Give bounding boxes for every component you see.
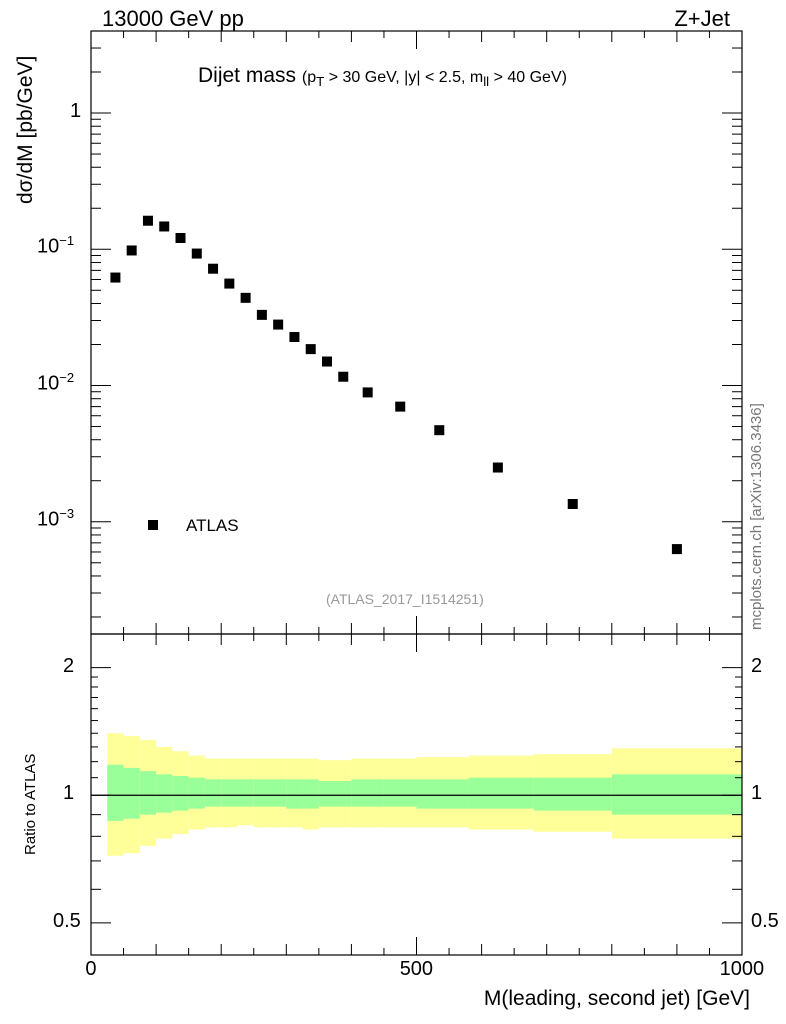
data-point [434,425,445,436]
main-frame [90,30,743,635]
data-point [175,232,186,243]
band-inner [253,779,271,807]
data-point [395,401,406,412]
band-inner [123,767,140,819]
data-point [191,248,202,259]
y-tick-label-main: 10−3 [37,506,74,532]
data-point [240,292,251,303]
y-tick-label-main: 1 [70,100,82,123]
x-tick-label: 0 [85,958,97,980]
band-inner [318,781,352,807]
y-tick-label-main-exp: −1 [59,233,75,249]
x-tick-label: 1000 [719,958,765,980]
band-inner [302,779,319,809]
band-inner [139,771,157,815]
y-tick-label-ratio: 0.5 [53,909,81,932]
y-tick-label-ratio-right: 0.5 [751,909,779,932]
band-inner [107,764,124,821]
data-point [256,309,267,320]
chart-title-main: Dijet mass [198,64,297,87]
band-inner [468,777,534,809]
band-inner [221,779,238,807]
y-tick-label-main-exp: −2 [59,369,75,385]
band-inner [533,777,612,811]
data-point [110,272,121,283]
analysis-id: (ATLAS_2017_I1514251) [326,591,484,607]
band-inner [156,774,173,813]
y-axis-title-main: dσ/dM [pb/GeV] [14,55,37,204]
y-axis-title-ratio: Ratio to ATLAS [22,753,39,855]
data-point [159,221,170,232]
band-inner [237,779,254,807]
y-tick-label-main-exp: −3 [59,505,75,521]
data-point [305,344,316,355]
y-tick-label-main-base: 10 [37,508,60,531]
legend-label-atlas: ATLAS [186,516,239,535]
legend [148,520,158,530]
band-inner [172,776,189,811]
data-point [208,263,219,274]
data-point [224,278,235,289]
band-inner [416,779,469,809]
x-axis-title: M(leading, second jet) [GeV] [483,987,750,1010]
band-inner [351,779,384,807]
ratio-bands [107,733,742,856]
y-tick-label-ratio: 1 [63,782,75,805]
legend-marker-atlas [148,520,158,530]
header-right: Z+Jet [674,6,730,31]
data-point [321,356,332,367]
y-tick-label-ratio: 2 [63,654,75,677]
band-inner [611,774,742,815]
data-point [362,387,373,398]
band-inner [270,779,287,807]
data-point [567,498,578,509]
y-tick-label-main-base: 10 [37,235,60,258]
band-inner [188,777,205,809]
data-point [492,462,503,473]
y-tick-label-ratio-right: 2 [751,654,763,677]
data-point [126,245,137,256]
data-points [110,215,682,555]
chart-title: Dijet mass (pT > 30 GeV, |y| < 2.5, mll … [198,64,567,89]
y-tick-label-ratio-right: 1 [751,782,763,805]
y-tick-label-main: 10−1 [37,233,74,259]
band-inner [286,779,303,809]
data-point [338,371,349,382]
data-point [289,332,300,343]
chart-title-cuts: (pT > 30 GeV, |y| < 2.5, mll > 40 GeV) [301,69,567,90]
header-left: 13000 GeV pp [102,6,244,31]
data-point [671,544,682,555]
band-inner [204,779,222,807]
x-tick-label: 500 [399,958,434,980]
data-point [273,319,284,330]
axis-ticks [90,30,743,955]
y-tick-label-main-base: 10 [37,372,60,395]
band-inner [383,779,417,807]
data-point [142,215,153,226]
side-credit: mcplots.cern.ch [arXiv:1306.3436] [748,403,765,630]
y-tick-label-main: 10−2 [37,370,74,396]
